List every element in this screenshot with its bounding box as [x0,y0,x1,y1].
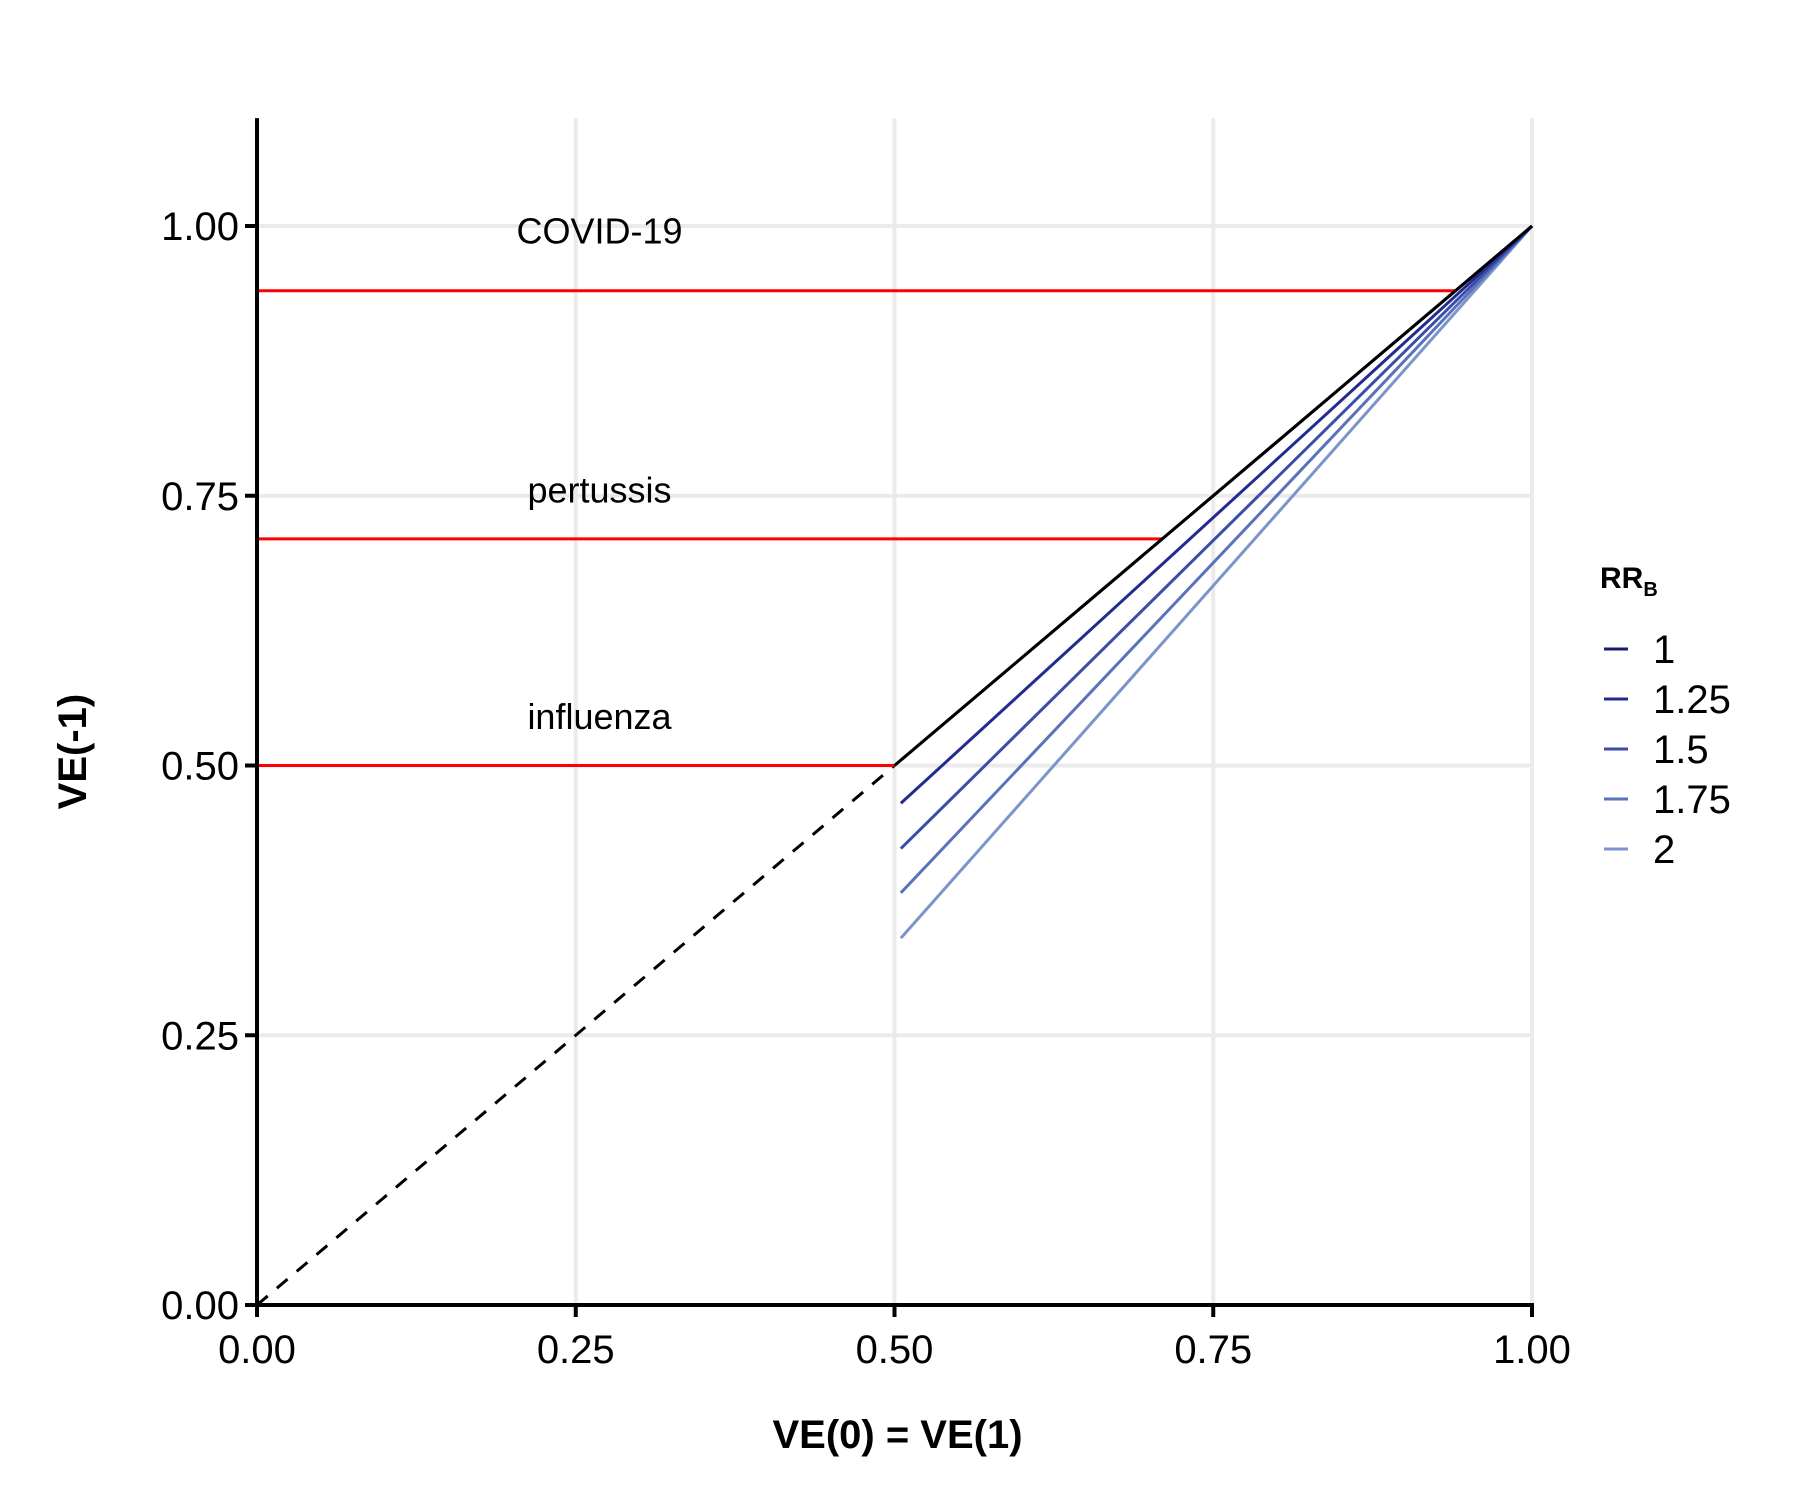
legend-label-4: 2 [1653,828,1675,872]
x-tick-label-0: 0.00 [218,1328,296,1372]
legend-title-main: RR [1600,562,1644,595]
annotation-label-pertussis: pertussis [527,469,671,510]
x-tick-label-2: 0.50 [856,1328,934,1372]
y-tick-label-4: 1.00 [161,205,239,249]
reference-lines [256,764,896,1307]
grid [257,118,1534,1305]
legend-label-3: 1.75 [1653,778,1731,822]
reference-line-solid [893,224,1533,767]
x-tick-label-3: 0.75 [1174,1328,1252,1372]
y-axis-title: VE(-1) [51,694,95,810]
annotation-label-influenza: influenza [527,696,672,737]
x-tick-label-4: 1.00 [1493,1328,1571,1372]
legend: RRB 1 1.25 1.5 1.75 2 [1600,562,1731,872]
legend-label-2: 1.5 [1653,728,1709,772]
x-tick-label-1: 0.25 [537,1328,615,1372]
y-tick-label-3: 0.75 [161,475,239,519]
series-line-rr-1-5 [899,224,1534,850]
legend-label-0: 1 [1653,628,1675,672]
y-tick-label-0: 0.00 [161,1284,239,1328]
reference-line-dashed [256,764,896,1307]
series-line-rr-2 [899,225,1534,940]
y-tick-label-1: 0.25 [161,1014,239,1058]
annotations: COVID-19 pertussis influenza [257,210,1456,767]
y-tick-label-2: 0.50 [161,745,239,789]
legend-title-subscript: B [1643,579,1657,601]
series-line-rr-1-25 [899,224,1534,805]
ticks: 0.00 0.25 0.50 0.75 1.00 0.00 0.25 0.50 0.75 1.00 [161,205,1571,1372]
legend-label-1: 1.25 [1653,678,1731,722]
series-lines [893,224,1534,940]
series-line-rr-1-75 [899,224,1534,894]
annotation-label-covid-19: COVID-19 [516,210,682,251]
x-axis-title: VE(0) = VE(1) [772,1413,1022,1457]
legend-title: RRB [1600,562,1658,601]
